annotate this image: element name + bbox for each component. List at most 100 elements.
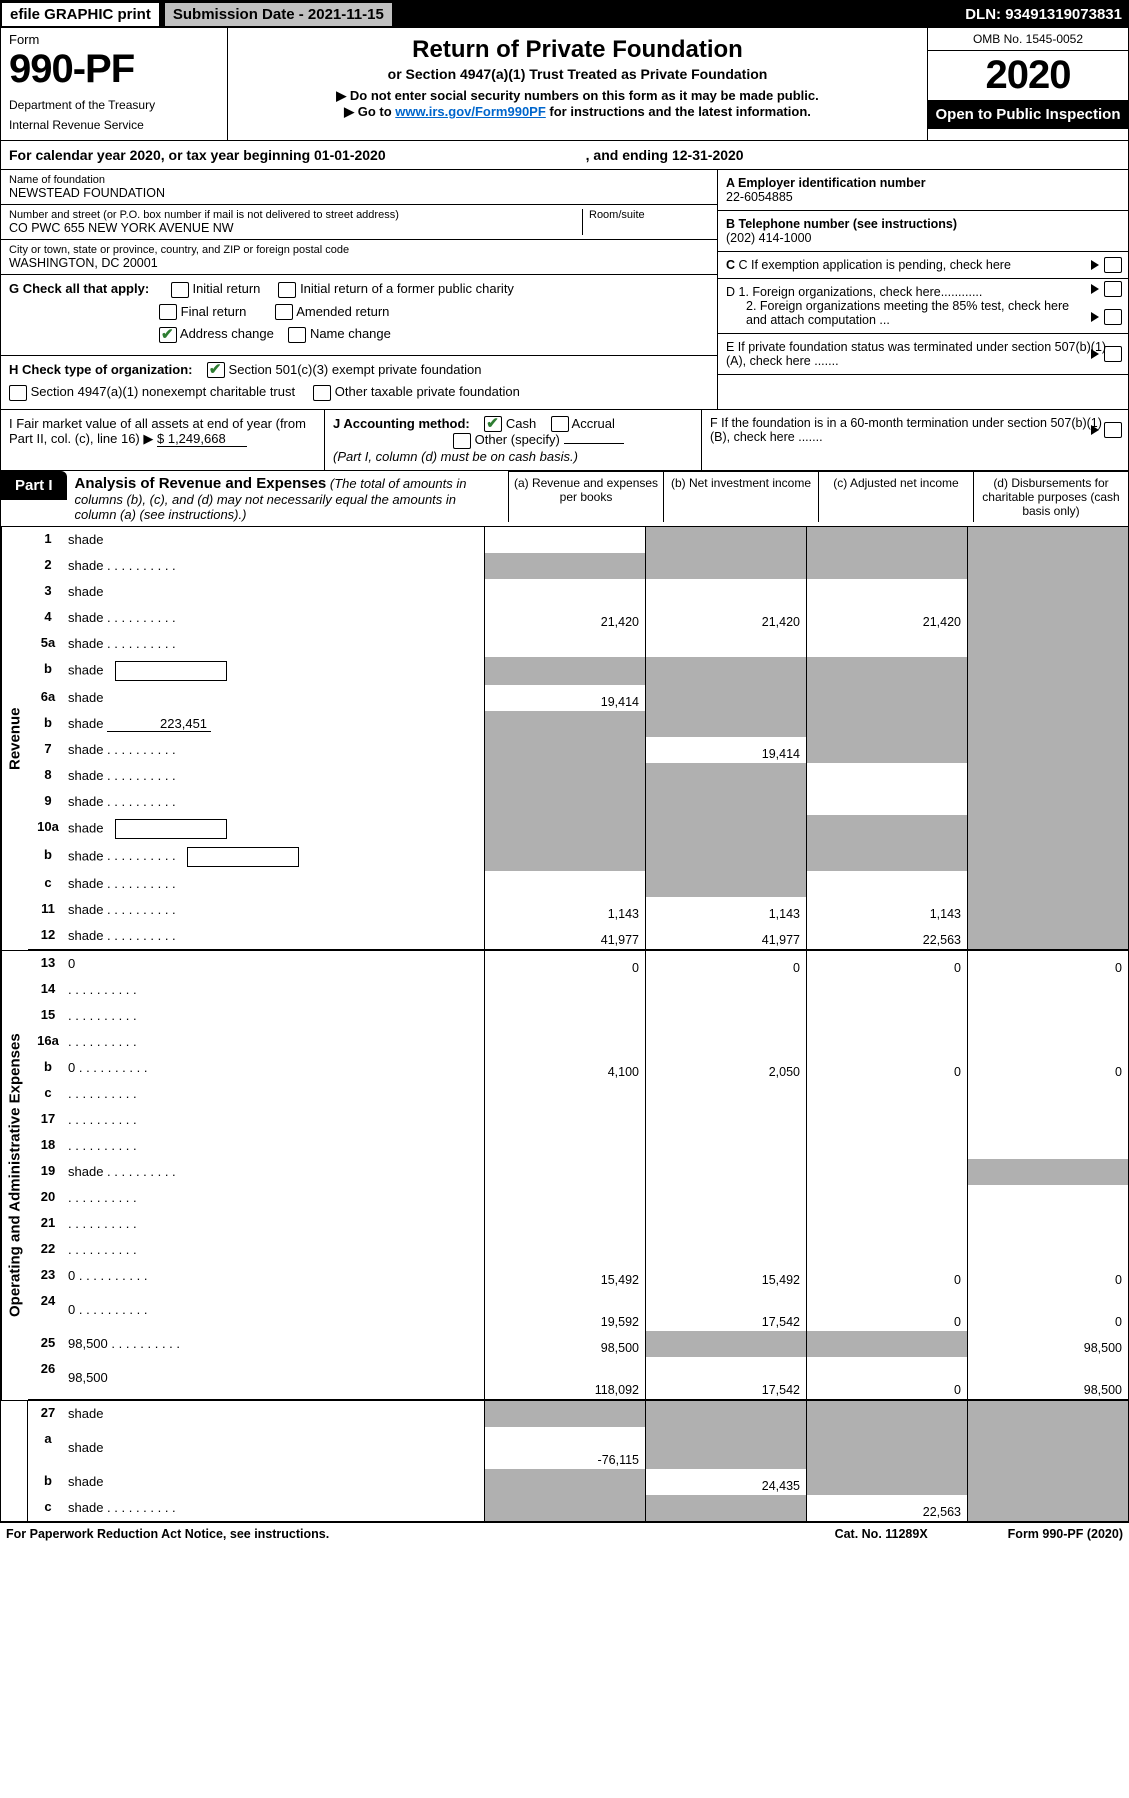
chk-501c3[interactable]: [207, 362, 225, 378]
line-1: 1shade: [28, 527, 1128, 553]
cell-value: [484, 1185, 645, 1211]
cell-shaded: [806, 1331, 967, 1357]
line-15: 15: [28, 1003, 1128, 1029]
line-10a: 10ashade: [28, 815, 1128, 843]
line-desc: 0: [68, 951, 484, 977]
chk-final-return[interactable]: [159, 304, 177, 320]
cal-begin: For calendar year 2020, or tax year begi…: [9, 147, 386, 163]
line-11: 11shade 1,1431,1431,143: [28, 897, 1128, 923]
other-specify-line[interactable]: [564, 443, 624, 444]
chk-status-terminated[interactable]: [1104, 346, 1122, 362]
cell-shaded: [806, 1401, 967, 1427]
arrow-icon: [1091, 260, 1099, 270]
cell-value: [806, 871, 967, 897]
cell-shaded: [484, 1495, 645, 1521]
cell-shaded: [967, 1401, 1128, 1427]
cell-value: [645, 1185, 806, 1211]
cal-end: , and ending 12-31-2020: [586, 147, 744, 163]
line-24: 240 19,59217,54200: [28, 1289, 1128, 1331]
line-14: 14: [28, 977, 1128, 1003]
line-desc: shade: [68, 789, 484, 815]
opex-lines: 130000014 15 16a b0 4,1002,05000c 17 18 …: [28, 951, 1128, 1400]
line-number: 6a: [28, 685, 68, 711]
cell-value: [484, 871, 645, 897]
inline-box[interactable]: [115, 819, 227, 839]
part1-header: Part I Analysis of Revenue and Expenses …: [1, 470, 1128, 526]
line-desc: [68, 1003, 484, 1029]
cell-shaded: [484, 815, 645, 843]
cell-value: 19,414: [484, 685, 645, 711]
form-header: Form 990-PF Department of the Treasury I…: [1, 27, 1128, 140]
col-a-header: (a) Revenue and expenses per books: [509, 472, 664, 522]
line-number: 8: [28, 763, 68, 789]
entity-left: Name of foundation NEWSTEAD FOUNDATION N…: [1, 170, 717, 409]
address-row: Number and street (or P.O. box number if…: [1, 205, 717, 240]
chk-initial-former[interactable]: [278, 282, 296, 298]
cell-shaded: [645, 843, 806, 871]
chk-85pct[interactable]: [1104, 309, 1122, 325]
chk-accrual[interactable]: [551, 416, 569, 432]
col-c-header: (c) Adjusted net income: [819, 472, 974, 522]
footer-left: For Paperwork Reduction Act Notice, see …: [6, 1527, 329, 1541]
line-number: 1: [28, 527, 68, 553]
line-desc: shade: [68, 871, 484, 897]
chk-60month[interactable]: [1104, 422, 1122, 438]
line-desc: 0: [68, 1263, 484, 1289]
j-label: J Accounting method:: [333, 416, 470, 431]
cell-shaded: [967, 763, 1128, 789]
inline-box[interactable]: [187, 847, 299, 867]
line-number: 11: [28, 897, 68, 923]
chk-name-change[interactable]: [288, 327, 306, 343]
line-number: 12: [28, 923, 68, 949]
form-subtitle: or Section 4947(a)(1) Trust Treated as P…: [236, 66, 919, 82]
form-990pf: efile GRAPHIC print Submission Date - 20…: [0, 0, 1129, 1522]
foundation-name: NEWSTEAD FOUNDATION: [9, 186, 709, 200]
opex-side-label: Operating and Administrative Expenses: [1, 951, 28, 1400]
chk-amended[interactable]: [275, 304, 293, 320]
revenue-section: Revenue 1shade2shade 3shade4shade 21,420…: [1, 526, 1128, 950]
chk-initial-return[interactable]: [171, 282, 189, 298]
cell-value: 19,592: [484, 1289, 645, 1331]
cell-value: 0: [806, 1289, 967, 1331]
cell-value: 21,420: [806, 605, 967, 631]
line-23: 230 15,49215,49200: [28, 1263, 1128, 1289]
cell-shaded: [645, 815, 806, 843]
h-opt2: Section 4947(a)(1) nonexempt charitable …: [31, 384, 295, 399]
cell-value: [967, 977, 1128, 1003]
line-26: 2698,500118,09217,542098,500: [28, 1357, 1128, 1400]
opex-section: Operating and Administrative Expenses 13…: [1, 950, 1128, 1400]
cell-shaded: [806, 1427, 967, 1469]
chk-address-change[interactable]: [159, 327, 177, 343]
chk-exemption-pending[interactable]: [1104, 257, 1122, 273]
part1-badge: Part I: [1, 471, 67, 500]
cell-value: [967, 1107, 1128, 1133]
chk-foreign-org[interactable]: [1104, 281, 1122, 297]
cell-shaded: [967, 657, 1128, 685]
cell-shaded: [806, 1469, 967, 1495]
cell-shaded: [645, 789, 806, 815]
e-label: E If private foundation status was termi…: [726, 340, 1106, 368]
inline-box[interactable]: [115, 661, 227, 681]
cell-value: 4,100: [484, 1055, 645, 1081]
cell-shaded: [484, 711, 645, 737]
line-desc: shade: [68, 897, 484, 923]
chk-other-taxable[interactable]: [313, 385, 331, 401]
chk-cash[interactable]: [484, 416, 502, 432]
line-number: 3: [28, 579, 68, 605]
opt-initial: Initial return: [192, 281, 260, 296]
efile-badge[interactable]: efile GRAPHIC print: [1, 2, 160, 27]
cell-value: 0: [645, 951, 806, 977]
j-accrual: Accrual: [572, 416, 615, 431]
opt-name-change: Name change: [310, 326, 391, 341]
line-desc: shade: [68, 1495, 484, 1521]
irs-link[interactable]: www.irs.gov/Form990PF: [395, 104, 546, 119]
chk-4947a1[interactable]: [9, 385, 27, 401]
tax-year: 2020: [928, 51, 1128, 100]
chk-other-method[interactable]: [453, 433, 471, 449]
cell-value: [645, 1107, 806, 1133]
line-number: b: [28, 843, 68, 871]
opt-final: Final return: [181, 304, 247, 319]
c-row: C C If exemption application is pending,…: [718, 252, 1128, 279]
omb-number: OMB No. 1545-0052: [928, 28, 1128, 51]
cell-shaded: [645, 1331, 806, 1357]
